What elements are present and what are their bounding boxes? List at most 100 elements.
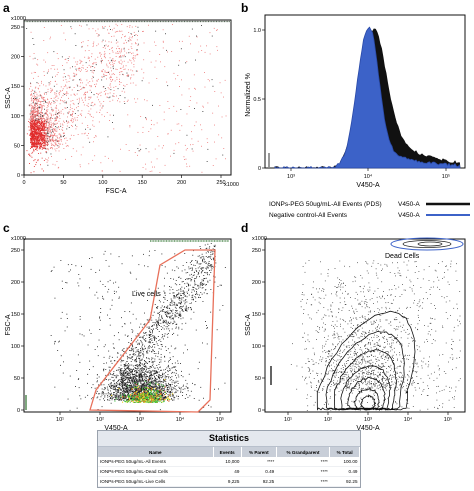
scatter-point	[146, 350, 147, 352]
scatter-point	[50, 98, 52, 99]
scatter-point	[127, 61, 129, 63]
scatter-point	[115, 397, 117, 399]
scatter-point	[84, 93, 85, 95]
scatter-point	[149, 367, 151, 369]
scatter-point	[39, 111, 41, 113]
scatter-point	[104, 250, 106, 252]
scatter-point	[31, 140, 33, 142]
scatter-point	[173, 387, 175, 389]
scatter-point	[184, 388, 186, 390]
scatter-point	[214, 141, 215, 143]
scatter-point	[137, 375, 139, 377]
scatter-point	[69, 109, 71, 111]
scatter-point	[105, 57, 106, 59]
scatter-point	[53, 145, 55, 146]
scatter-point	[85, 71, 87, 72]
scatter-point	[32, 143, 34, 145]
scatter-point	[45, 129, 47, 131]
scatter-point	[42, 135, 44, 137]
scatter-point	[135, 25, 137, 27]
scatter-point	[122, 380, 124, 382]
scatter-point	[149, 339, 150, 341]
scatter-point	[50, 153, 52, 155]
panel-letter-b: b	[241, 1, 248, 15]
scatter-point	[184, 144, 186, 146]
scatter-point	[154, 379, 156, 381]
scatter-point	[89, 85, 91, 86]
scatter-point	[131, 356, 132, 358]
scatter-point	[43, 105, 45, 107]
scatter-point	[185, 295, 187, 297]
scatter-point	[38, 135, 40, 137]
scatter-point	[31, 107, 33, 109]
scatter-point	[182, 297, 184, 299]
scatter-point	[42, 106, 43, 108]
scatter-point	[161, 316, 163, 318]
scatter-point	[154, 166, 155, 168]
scatter-point	[130, 371, 132, 373]
scatter-point	[105, 44, 107, 46]
scatter-point	[93, 70, 95, 72]
scatter-point	[170, 384, 171, 385]
scatter-point	[41, 139, 42, 141]
scatter-point	[98, 99, 99, 101]
scatter-point	[31, 105, 33, 107]
scatter-point	[108, 45, 109, 47]
scatter-point	[177, 398, 179, 400]
scatter-point	[79, 85, 81, 87]
scatter-point	[35, 115, 37, 116]
scatter-point	[51, 114, 53, 116]
scatter-point	[32, 116, 34, 118]
scatter-point	[189, 284, 191, 286]
scatter-point	[125, 391, 127, 393]
scatter-point	[142, 356, 144, 358]
scatter-point	[141, 384, 143, 385]
scatter-point	[42, 129, 44, 131]
scatter-point	[66, 140, 68, 141]
scatter-point	[103, 86, 105, 88]
scatter-point	[74, 117, 76, 119]
scatter-point	[107, 29, 108, 31]
scatter-point	[194, 282, 196, 284]
scatter-point	[131, 48, 133, 49]
scatter-point	[118, 390, 120, 392]
scatter-point	[163, 307, 165, 308]
scatter-point	[50, 126, 52, 128]
scatter-point	[124, 370, 125, 372]
scatter-point	[103, 73, 105, 75]
scatter-point	[156, 393, 158, 394]
scatter-point	[135, 370, 136, 372]
scatter-point	[43, 92, 45, 94]
scatter-point	[200, 257, 202, 259]
scatter-point	[109, 62, 110, 64]
scatter-point	[135, 70, 137, 72]
scatter-point	[62, 95, 64, 97]
scatter-point	[174, 388, 176, 390]
scatter-point	[136, 379, 138, 381]
scatter-point	[39, 140, 40, 142]
scatter-point	[165, 33, 166, 35]
scatter-point	[104, 387, 106, 388]
scatter-point	[141, 387, 142, 389]
scatter-point	[75, 128, 77, 130]
scatter-point	[157, 336, 159, 337]
scatter-point	[168, 376, 170, 378]
scatter-point	[35, 92, 37, 94]
scatter-point	[89, 141, 91, 143]
scatter-point	[52, 132, 54, 134]
scatter-point	[106, 72, 108, 73]
scatter-point	[81, 122, 83, 124]
scatter-point	[179, 313, 181, 315]
scatter-point	[37, 131, 38, 133]
scatter-point	[130, 381, 131, 383]
scatter-point	[168, 395, 169, 397]
scatter-point	[130, 370, 132, 372]
scatter-point	[139, 375, 140, 377]
scatter-point	[53, 65, 55, 66]
scatter-point	[119, 56, 121, 58]
scatter-point	[36, 101, 38, 103]
scatter-point	[167, 326, 169, 328]
scatter-point	[119, 56, 120, 57]
scatter-point	[162, 375, 164, 377]
scatter-point	[161, 395, 163, 396]
